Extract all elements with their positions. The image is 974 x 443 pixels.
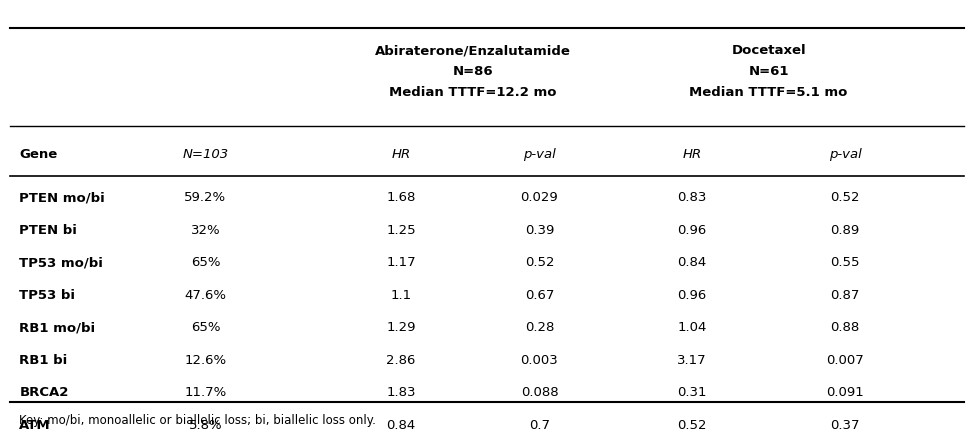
Text: 0.96: 0.96 — [678, 289, 707, 302]
Text: 0.007: 0.007 — [826, 354, 864, 367]
Text: 1.83: 1.83 — [387, 386, 416, 400]
Text: 32%: 32% — [191, 224, 220, 237]
Text: 5.8%: 5.8% — [189, 419, 222, 432]
Text: 1.29: 1.29 — [387, 321, 416, 334]
Text: 0.84: 0.84 — [387, 419, 416, 432]
Text: 0.83: 0.83 — [678, 191, 707, 204]
Text: RB1 mo/bi: RB1 mo/bi — [19, 321, 95, 334]
Text: BRCA2: BRCA2 — [19, 386, 68, 400]
Text: 0.52: 0.52 — [678, 419, 707, 432]
Text: 1.1: 1.1 — [391, 289, 412, 302]
Text: Key: mo/bi, monoallelic or biallelic loss; bi, biallelic loss only.: Key: mo/bi, monoallelic or biallelic los… — [19, 414, 376, 427]
Text: 1.17: 1.17 — [387, 256, 416, 269]
Text: 0.55: 0.55 — [830, 256, 860, 269]
Text: 0.7: 0.7 — [529, 419, 550, 432]
Text: 1.68: 1.68 — [387, 191, 416, 204]
Text: 0.88: 0.88 — [830, 321, 860, 334]
Text: 3.17: 3.17 — [677, 354, 707, 367]
Text: 0.31: 0.31 — [678, 386, 707, 400]
Text: 0.003: 0.003 — [521, 354, 558, 367]
Text: p-val: p-val — [523, 148, 556, 161]
Text: 0.28: 0.28 — [525, 321, 554, 334]
Text: 0.52: 0.52 — [830, 191, 860, 204]
Text: 0.091: 0.091 — [826, 386, 864, 400]
Text: PTEN mo/bi: PTEN mo/bi — [19, 191, 105, 204]
Text: 12.6%: 12.6% — [184, 354, 227, 367]
Text: ATM: ATM — [19, 419, 51, 432]
Text: 0.89: 0.89 — [830, 224, 860, 237]
Text: 0.39: 0.39 — [525, 224, 554, 237]
Text: HR: HR — [392, 148, 411, 161]
Text: 0.029: 0.029 — [521, 191, 558, 204]
Text: 2.86: 2.86 — [387, 354, 416, 367]
Text: 0.67: 0.67 — [525, 289, 554, 302]
Text: N=103: N=103 — [182, 148, 229, 161]
Text: 0.37: 0.37 — [830, 419, 860, 432]
Text: Gene: Gene — [19, 148, 57, 161]
Text: 65%: 65% — [191, 256, 220, 269]
Text: Median TTTF=12.2 mo: Median TTTF=12.2 mo — [389, 86, 556, 99]
Text: RB1 bi: RB1 bi — [19, 354, 67, 367]
Text: 0.84: 0.84 — [678, 256, 707, 269]
Text: p-val: p-val — [829, 148, 861, 161]
Text: 65%: 65% — [191, 321, 220, 334]
Text: HR: HR — [683, 148, 702, 161]
Text: 0.52: 0.52 — [525, 256, 554, 269]
Text: TP53 mo/bi: TP53 mo/bi — [19, 256, 103, 269]
Text: PTEN bi: PTEN bi — [19, 224, 77, 237]
Text: 1.04: 1.04 — [678, 321, 707, 334]
Text: TP53 bi: TP53 bi — [19, 289, 75, 302]
Text: 1.25: 1.25 — [387, 224, 416, 237]
Text: 47.6%: 47.6% — [184, 289, 226, 302]
Text: Abiraterone/Enzalutamide: Abiraterone/Enzalutamide — [375, 44, 571, 58]
Text: 0.96: 0.96 — [678, 224, 707, 237]
Text: 59.2%: 59.2% — [184, 191, 227, 204]
Text: Docetaxel: Docetaxel — [731, 44, 805, 58]
Text: 0.088: 0.088 — [521, 386, 558, 400]
Text: 0.87: 0.87 — [830, 289, 860, 302]
Text: N=61: N=61 — [748, 65, 789, 78]
Text: N=86: N=86 — [452, 65, 493, 78]
Text: 11.7%: 11.7% — [184, 386, 227, 400]
Text: Median TTTF=5.1 mo: Median TTTF=5.1 mo — [690, 86, 847, 99]
